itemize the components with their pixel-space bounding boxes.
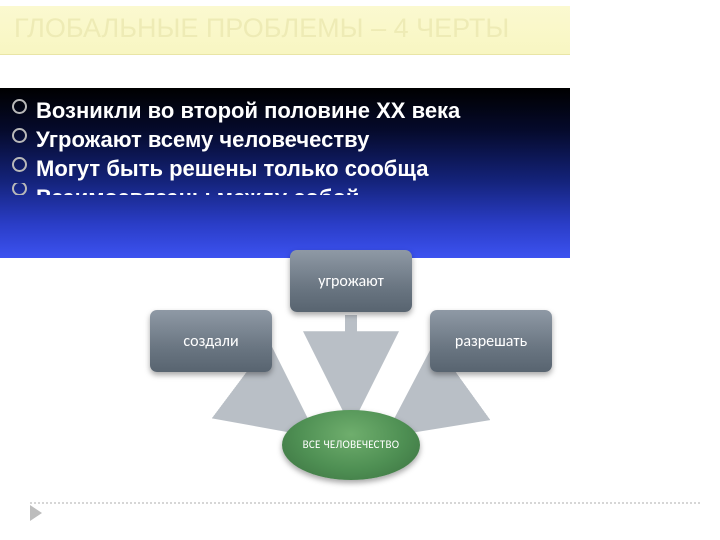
slide: ГЛОБАЛЬНЫЕ ПРОБЛЕМЫ – 4 ЧЕРТЫ Возникли в… [0, 0, 720, 540]
node-label: разрешать [455, 332, 527, 351]
bullet-text: Возникли во второй половине XX века [36, 98, 460, 123]
node-center: ВСЕ ЧЕЛОВЕЧЕСТВО [282, 410, 420, 480]
bullet-ring-icon [12, 128, 27, 143]
arrow-created [255, 375, 302, 426]
node-label: угрожают [318, 272, 384, 291]
bullet-ring-icon [12, 157, 27, 172]
diagram: создали угрожают разрешать ВСЕ ЧЕЛОВЕЧЕС… [0, 240, 720, 500]
slide-title: ГЛОБАЛЬНЫЕ ПРОБЛЕМЫ – 4 ЧЕРТЫ [0, 6, 570, 55]
bullet-text: Угрожают всему человечеству [36, 127, 369, 152]
bullet-item: Взаимосвязаны между собой [8, 183, 560, 195]
node-threaten: угрожают [290, 250, 412, 312]
bullet-item: Могут быть решены только сообща [8, 154, 560, 183]
node-label: создали [183, 332, 238, 351]
bullet-ring-icon [12, 99, 27, 114]
bullet-text: Взаимосвязаны между собой [36, 185, 359, 195]
node-resolve: разрешать [430, 310, 552, 372]
bullet-list: Возникли во второй половине XX века Угро… [8, 96, 560, 195]
play-arrow-icon [30, 505, 42, 521]
bullet-ring-icon [12, 183, 27, 195]
bullet-block: Возникли во второй половине XX века Угро… [0, 88, 570, 258]
arrow-resolve [400, 375, 448, 426]
bullet-text: Могут быть решены только сообща [36, 156, 428, 181]
node-created: создали [150, 310, 272, 372]
bullet-item: Возникли во второй половине XX века [8, 96, 560, 125]
bullet-item: Угрожают всему человечеству [8, 125, 560, 154]
footer-dotted-line [30, 502, 700, 504]
node-center-label: ВСЕ ЧЕЛОВЕЧЕСТВО [303, 439, 400, 452]
